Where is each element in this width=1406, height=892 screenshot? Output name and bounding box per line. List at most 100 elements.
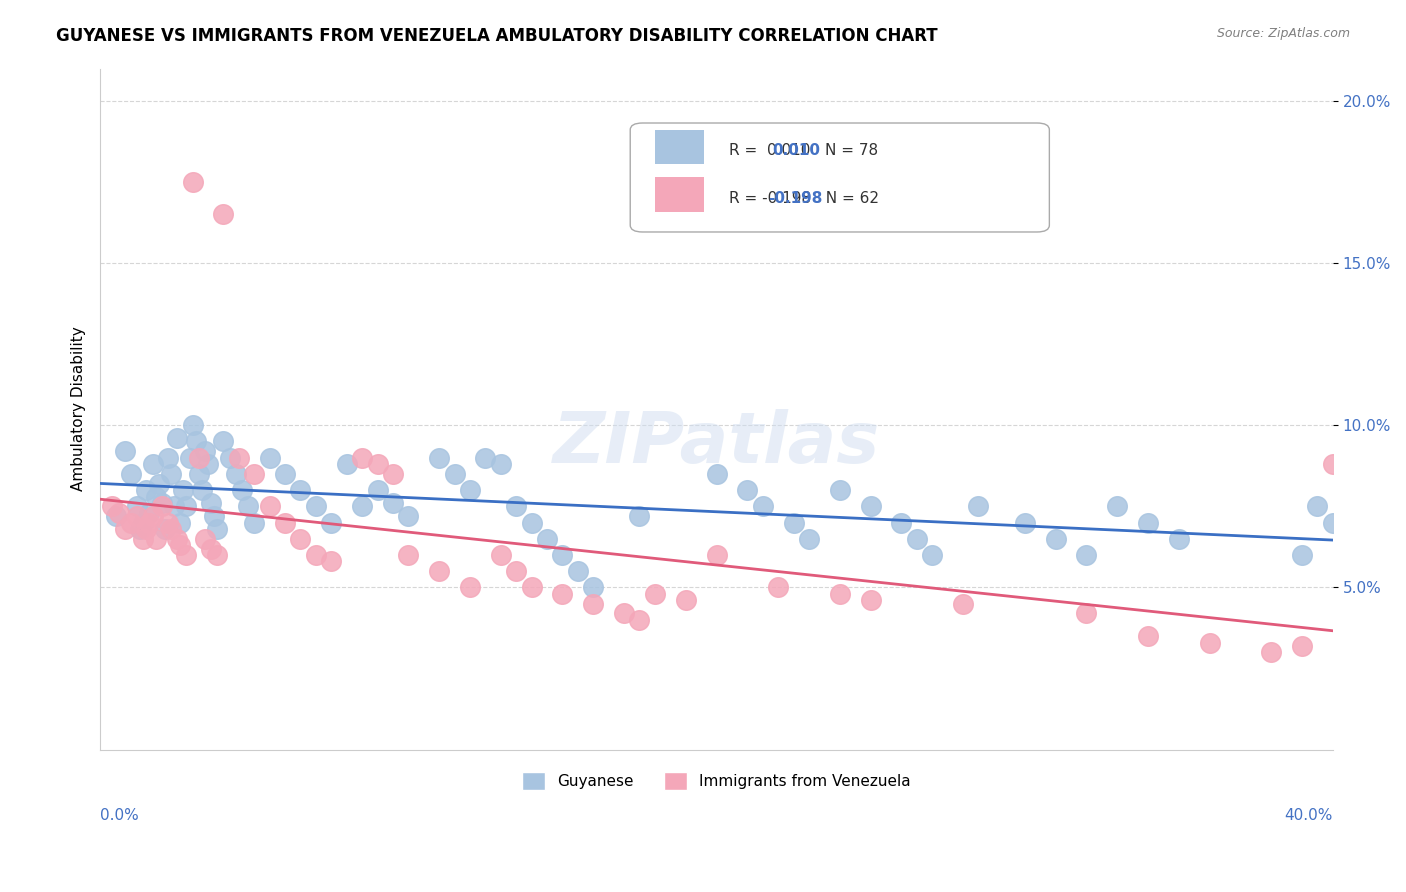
Point: [381, 467, 404, 481]
Point: [135, 483, 157, 497]
Point: [396, 548, 419, 562]
Point: [427, 564, 450, 578]
Point: [104, 509, 127, 524]
Point: [197, 457, 219, 471]
Point: [474, 450, 496, 465]
Point: [952, 597, 974, 611]
Point: [156, 516, 179, 530]
Point: [737, 483, 759, 497]
Point: [1337, 613, 1360, 627]
Point: [160, 522, 183, 536]
Point: [145, 490, 167, 504]
Point: [536, 532, 558, 546]
Point: [290, 483, 312, 497]
Point: [443, 467, 465, 481]
Point: [135, 522, 157, 536]
Point: [1260, 645, 1282, 659]
Point: [1198, 635, 1220, 649]
Point: [228, 450, 250, 465]
Point: [150, 496, 173, 510]
Point: [1368, 629, 1391, 643]
Point: [236, 500, 259, 514]
Point: [166, 431, 188, 445]
Text: ZIPatlas: ZIPatlas: [553, 409, 880, 477]
Point: [169, 516, 191, 530]
Point: [129, 522, 152, 536]
Point: [1107, 500, 1129, 514]
Text: R = -0.198   N = 62: R = -0.198 N = 62: [728, 191, 879, 206]
Point: [194, 532, 217, 546]
Point: [890, 516, 912, 530]
Text: R =  0.010   N = 78: R = 0.010 N = 78: [728, 144, 877, 159]
Point: [212, 434, 235, 449]
Text: 0.0%: 0.0%: [100, 808, 139, 823]
Point: [166, 532, 188, 546]
Point: [1322, 516, 1344, 530]
Point: [1076, 548, 1098, 562]
Point: [141, 457, 163, 471]
Point: [427, 450, 450, 465]
Point: [336, 457, 359, 471]
Point: [520, 516, 543, 530]
Point: [120, 467, 142, 481]
Point: [458, 483, 481, 497]
Text: 0.010: 0.010: [772, 144, 820, 159]
Point: [120, 516, 142, 530]
Point: [551, 587, 574, 601]
Point: [828, 587, 851, 601]
Point: [231, 483, 253, 497]
Point: [305, 500, 328, 514]
Point: [582, 581, 605, 595]
Point: [148, 476, 170, 491]
Point: [114, 522, 136, 536]
Point: [567, 564, 589, 578]
Point: [921, 548, 943, 562]
Point: [169, 538, 191, 552]
Point: [1167, 532, 1189, 546]
Point: [138, 516, 160, 530]
Point: [828, 483, 851, 497]
Point: [489, 457, 512, 471]
Point: [1076, 607, 1098, 621]
Point: [290, 532, 312, 546]
Point: [172, 483, 194, 497]
Point: [396, 509, 419, 524]
Point: [706, 548, 728, 562]
Point: [675, 593, 697, 607]
Point: [859, 500, 882, 514]
Point: [366, 457, 388, 471]
Point: [163, 500, 186, 514]
FancyBboxPatch shape: [655, 178, 704, 211]
Point: [582, 597, 605, 611]
Point: [1291, 639, 1313, 653]
FancyBboxPatch shape: [630, 123, 1049, 232]
Point: [458, 581, 481, 595]
Point: [212, 207, 235, 221]
Point: [207, 522, 229, 536]
Text: GUYANESE VS IMMIGRANTS FROM VENEZUELA AMBULATORY DISABILITY CORRELATION CHART: GUYANESE VS IMMIGRANTS FROM VENEZUELA AM…: [56, 27, 938, 45]
Point: [782, 516, 804, 530]
Point: [191, 483, 214, 497]
Point: [505, 500, 527, 514]
Point: [145, 532, 167, 546]
Point: [766, 581, 789, 595]
Point: [207, 548, 229, 562]
Point: [132, 532, 155, 546]
Point: [1136, 629, 1159, 643]
Point: [489, 548, 512, 562]
Point: [218, 450, 240, 465]
Point: [194, 444, 217, 458]
Point: [1291, 548, 1313, 562]
Point: [381, 496, 404, 510]
Point: [160, 467, 183, 481]
Point: [505, 564, 527, 578]
Point: [305, 548, 328, 562]
Point: [127, 500, 149, 514]
Point: [243, 516, 266, 530]
Point: [200, 496, 222, 510]
Point: [243, 467, 266, 481]
Point: [176, 548, 198, 562]
Point: [352, 500, 374, 514]
Point: [628, 613, 651, 627]
Point: [1045, 532, 1067, 546]
